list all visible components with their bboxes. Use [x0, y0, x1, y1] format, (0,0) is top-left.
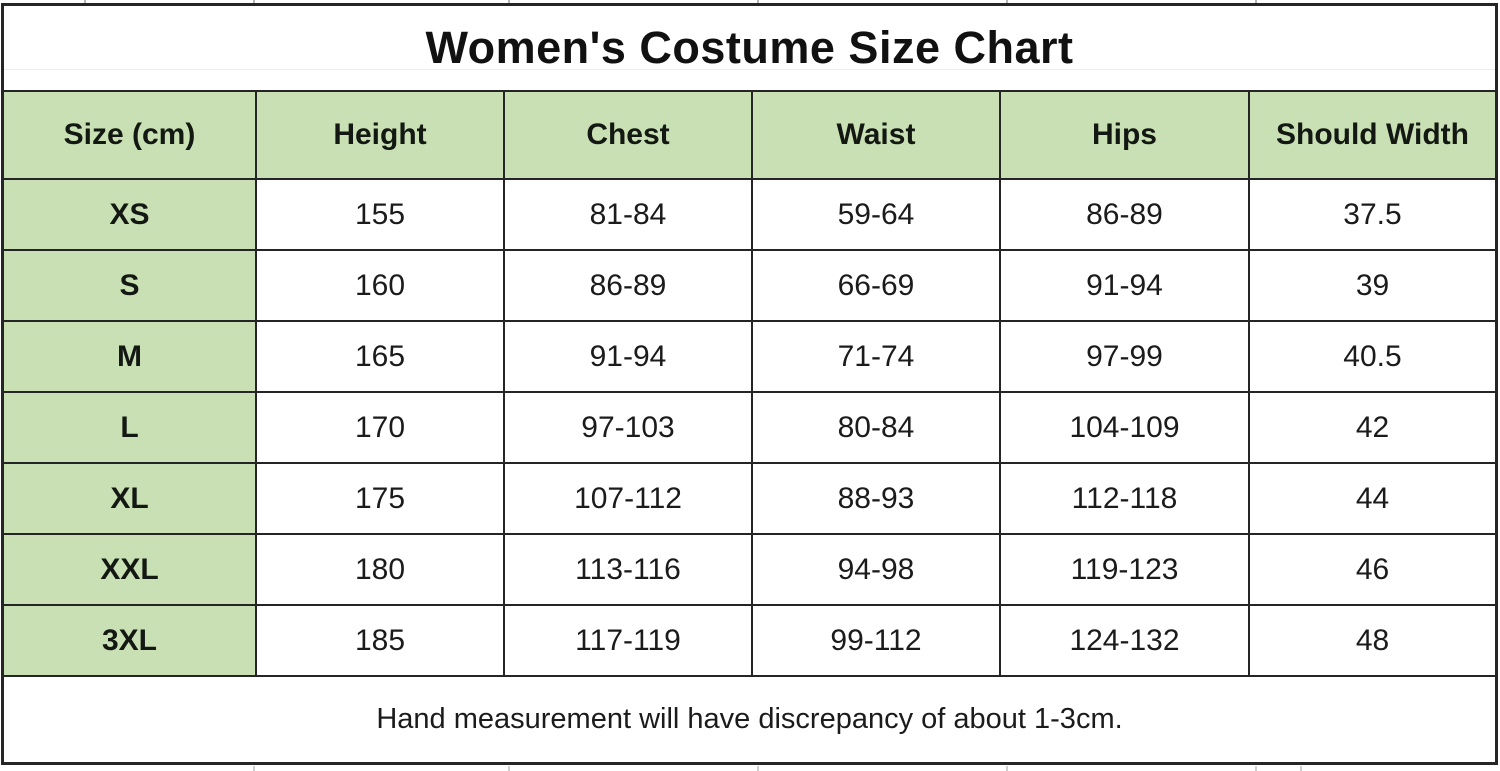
- cell-hips: 91-94: [1001, 251, 1250, 322]
- cell-should-width: 42: [1250, 393, 1495, 464]
- gridline-tick: [1255, 0, 1257, 3]
- column-header-size: Size (cm): [4, 92, 257, 180]
- cell-height: 155: [257, 180, 505, 251]
- cell-chest: 91-94: [505, 322, 753, 393]
- cell-height: 165: [257, 322, 505, 393]
- gridline-tick: [1300, 766, 1302, 771]
- table-row: XS 155 81-84 59-64 86-89 37.5: [4, 180, 1495, 251]
- cell-hips: 104-109: [1001, 393, 1250, 464]
- cell-chest: 97-103: [505, 393, 753, 464]
- cell-hips: 112-118: [1001, 464, 1250, 535]
- cell-waist: 88-93: [753, 464, 1001, 535]
- cell-waist: 99-112: [753, 606, 1001, 677]
- cell-size: S: [4, 251, 257, 322]
- cell-should-width: 48: [1250, 606, 1495, 677]
- gridline-tick: [1255, 766, 1257, 771]
- cell-should-width: 44: [1250, 464, 1495, 535]
- cell-chest: 107-112: [505, 464, 753, 535]
- cell-size: M: [4, 322, 257, 393]
- cell-waist: 66-69: [753, 251, 1001, 322]
- cell-height: 175: [257, 464, 505, 535]
- gridline-tick: [1006, 0, 1008, 3]
- chart-title-row: Women's Costume Size Chart: [4, 6, 1495, 92]
- cell-should-width: 46: [1250, 535, 1495, 606]
- cell-height: 180: [257, 535, 505, 606]
- table-row: 3XL 185 117-119 99-112 124-132 48: [4, 606, 1495, 677]
- cell-height: 170: [257, 393, 505, 464]
- cell-size: XL: [4, 464, 257, 535]
- footnote-text: Hand measurement will have discrepancy o…: [376, 703, 1123, 735]
- table-row: M 165 91-94 71-74 97-99 40.5: [4, 322, 1495, 393]
- gridline-tick: [508, 0, 510, 3]
- column-header-height: Height: [257, 92, 505, 180]
- footnote-row: Hand measurement will have discrepancy o…: [4, 677, 1495, 762]
- cell-waist: 80-84: [753, 393, 1001, 464]
- page-title: Women's Costume Size Chart: [425, 22, 1074, 73]
- cell-hips: 86-89: [1001, 180, 1250, 251]
- gridline-tick: [253, 0, 255, 3]
- cell-chest: 86-89: [505, 251, 753, 322]
- cell-hips: 97-99: [1001, 322, 1250, 393]
- gridline-tick: [757, 0, 759, 3]
- header-row: Size (cm) Height Chest Waist Hips Should…: [4, 92, 1495, 180]
- cell-waist: 94-98: [753, 535, 1001, 606]
- gridline-tick: [1006, 766, 1008, 771]
- cell-hips: 124-132: [1001, 606, 1250, 677]
- gridline-tick: [84, 0, 86, 3]
- cell-chest: 117-119: [505, 606, 753, 677]
- gridline-tick: [508, 766, 510, 771]
- table-row: L 170 97-103 80-84 104-109 42: [4, 393, 1495, 464]
- cell-waist: 59-64: [753, 180, 1001, 251]
- table-row: XL 175 107-112 88-93 112-118 44: [4, 464, 1495, 535]
- cell-chest: 81-84: [505, 180, 753, 251]
- cell-size: 3XL: [4, 606, 257, 677]
- column-header-chest: Chest: [505, 92, 753, 180]
- table-row: XXL 180 113-116 94-98 119-123 46: [4, 535, 1495, 606]
- cell-size: L: [4, 393, 257, 464]
- cell-should-width: 37.5: [1250, 180, 1495, 251]
- cell-chest: 113-116: [505, 535, 753, 606]
- column-header-should-width: Should Width: [1250, 92, 1495, 180]
- cell-should-width: 40.5: [1250, 322, 1495, 393]
- cell-should-width: 39: [1250, 251, 1495, 322]
- cell-height: 185: [257, 606, 505, 677]
- table-row: S 160 86-89 66-69 91-94 39: [4, 251, 1495, 322]
- column-header-waist: Waist: [753, 92, 1001, 180]
- size-chart-table: Women's Costume Size Chart Size (cm) Hei…: [1, 3, 1498, 765]
- gridline-tick: [757, 766, 759, 771]
- cell-size: XXL: [4, 535, 257, 606]
- gridline-tick: [253, 766, 255, 771]
- cell-waist: 71-74: [753, 322, 1001, 393]
- cell-height: 160: [257, 251, 505, 322]
- column-header-hips: Hips: [1001, 92, 1250, 180]
- cell-size: XS: [4, 180, 257, 251]
- cell-hips: 119-123: [1001, 535, 1250, 606]
